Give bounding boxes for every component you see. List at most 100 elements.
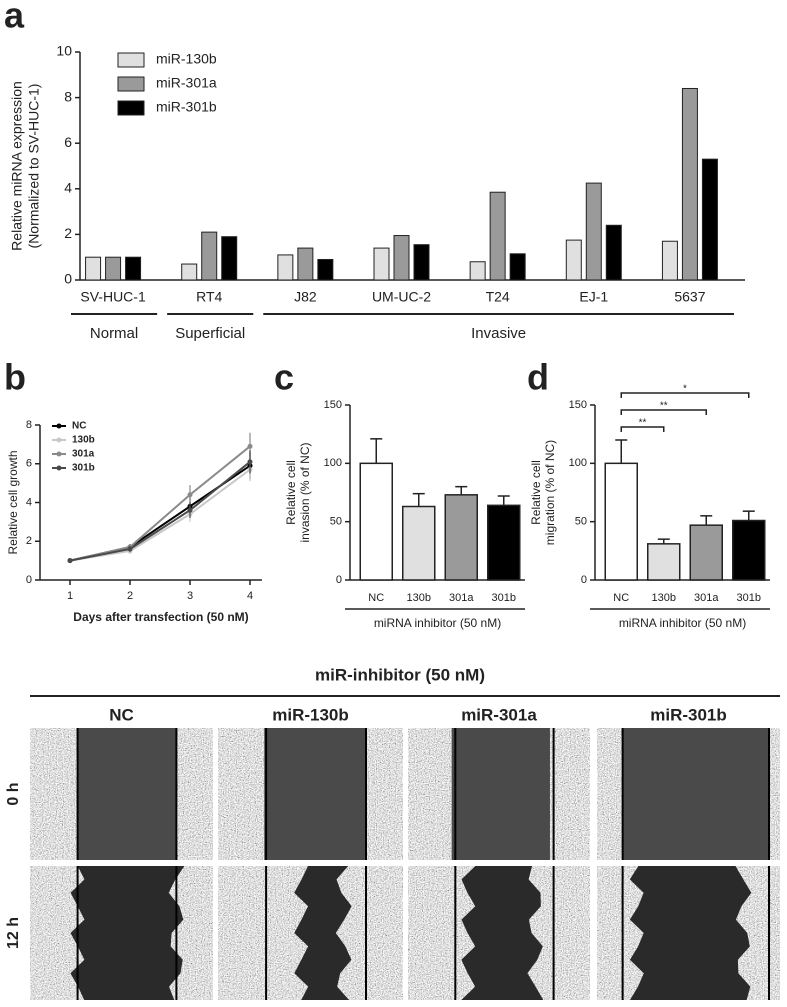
micrograph: [218, 728, 403, 860]
legend-swatch: [117, 52, 145, 68]
y-tick-label: 10: [56, 43, 72, 59]
bar: [565, 239, 582, 281]
x-tick-label: 301a: [694, 592, 719, 604]
y-tick-label: 2: [26, 535, 32, 547]
y-tick-label: 100: [324, 457, 342, 469]
bar: [585, 182, 602, 281]
row-label: 12 h: [5, 917, 22, 949]
bar: [221, 236, 238, 281]
legend-label: miR-301a: [156, 75, 217, 91]
x-tick-label: 5637: [674, 289, 705, 305]
column-label: NC: [109, 705, 134, 724]
y-axis-label: invasion (% of NC): [298, 442, 312, 542]
x-tick-label: NC: [613, 592, 629, 604]
bar: [85, 256, 102, 281]
group-label: Superficial: [175, 325, 245, 342]
bar: [402, 505, 436, 581]
y-tick-label: 100: [569, 457, 587, 469]
micrograph: [597, 728, 780, 860]
y-tick-label: 0: [64, 271, 72, 287]
legend-label: miR-301b: [156, 99, 217, 115]
column-label: miR-301b: [650, 705, 727, 724]
bar: [444, 494, 478, 581]
x-tick-label: 3: [187, 590, 193, 602]
x-tick-label: 301b: [737, 592, 761, 604]
y-tick-label: 150: [324, 399, 342, 411]
legend-label: 301b: [72, 463, 95, 474]
point: [187, 492, 193, 498]
panel-letter: d: [527, 357, 549, 398]
x-tick-label: 301b: [492, 592, 516, 604]
point: [127, 546, 133, 552]
bar: [393, 235, 410, 281]
point: [187, 507, 193, 513]
x-tick-label: RT4: [196, 289, 222, 305]
series-line: [69, 464, 251, 562]
y-axis-label: Relative miRNA expression: [9, 81, 25, 251]
wound-gap: [629, 866, 752, 1000]
y-tick-label: 8: [26, 419, 32, 431]
legend-marker: [56, 423, 62, 429]
x-tick-label: 1: [67, 590, 73, 602]
significance-label: **: [639, 418, 647, 429]
legend-label: 301a: [72, 449, 95, 460]
legend-marker: [56, 437, 62, 443]
bar: [487, 504, 521, 581]
bar: [359, 462, 393, 581]
row-label: 0 h: [5, 782, 22, 805]
x-tick-label: 130b: [407, 592, 431, 604]
x-tick-label: T24: [486, 289, 510, 305]
bar: [413, 244, 430, 281]
y-tick-label: 0: [26, 574, 32, 586]
point: [247, 443, 253, 449]
x-axis-label: Days after transfection (50 nM): [73, 610, 248, 624]
bar: [373, 247, 390, 281]
bar: [701, 158, 718, 281]
panel-letter: b: [4, 357, 26, 398]
bar: [661, 240, 678, 281]
x-tick-label: 130b: [652, 592, 676, 604]
y-axis-label: migration (% of NC): [543, 440, 557, 545]
y-tick-label: 50: [330, 516, 342, 528]
bar: [181, 263, 198, 281]
bar: [489, 191, 506, 281]
bar: [689, 524, 723, 581]
significance-bracket: [620, 392, 750, 398]
x-tick-label: EJ-1: [579, 289, 608, 305]
x-tick-label: 301a: [449, 592, 474, 604]
wound-gap: [264, 728, 366, 860]
micrograph: [408, 728, 590, 860]
x-axis-label: miRNA inhibitor (50 nM): [619, 616, 746, 630]
x-tick-label: UM-UC-2: [372, 289, 431, 305]
legend-swatch: [117, 76, 145, 92]
x-tick-label: 2: [127, 590, 133, 602]
bar: [647, 543, 681, 581]
legend-label: NC: [72, 421, 86, 432]
bar: [125, 256, 142, 281]
section-title: miR-inhibitor (50 nM): [315, 665, 485, 684]
y-tick-label: 0: [336, 574, 342, 586]
legend-swatch: [117, 100, 145, 116]
bar: [469, 261, 486, 281]
y-tick-label: 150: [569, 399, 587, 411]
y-tick-label: 4: [64, 180, 72, 196]
column-label: miR-301a: [461, 705, 537, 724]
bar: [277, 254, 294, 281]
bar: [732, 519, 766, 581]
series-line: [69, 461, 251, 562]
bar: [105, 256, 122, 281]
y-tick-label: 8: [64, 88, 72, 104]
x-axis-label: miRNA inhibitor (50 nM): [374, 616, 501, 630]
group-label: Invasive: [471, 325, 526, 342]
wound-gap: [451, 728, 550, 860]
y-tick-label: 6: [64, 134, 72, 150]
y-tick-label: 50: [575, 516, 587, 528]
bar: [604, 462, 638, 581]
x-tick-label: SV-HUC-1: [80, 289, 146, 305]
bar: [317, 258, 334, 281]
legend-marker: [56, 465, 62, 471]
group-label: Normal: [90, 325, 138, 342]
significance-label: **: [660, 401, 668, 412]
y-tick-label: 6: [26, 458, 32, 470]
